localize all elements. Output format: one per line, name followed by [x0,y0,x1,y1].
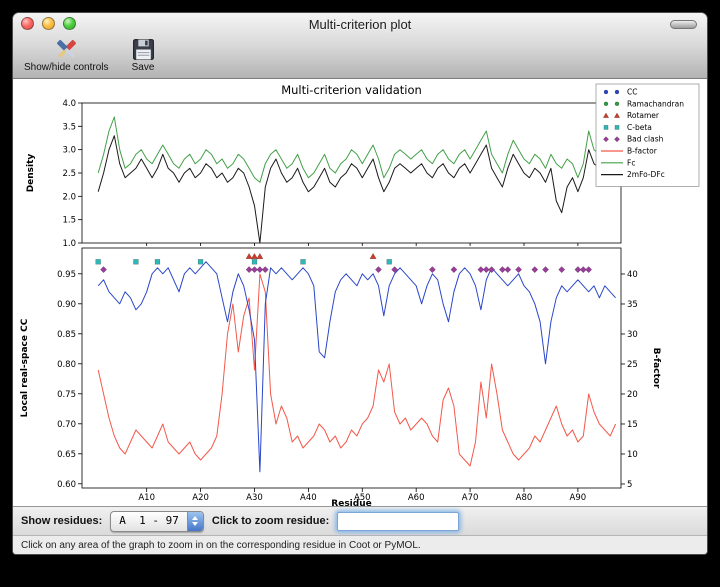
show-residues-label: Show residues: [21,515,103,527]
svg-text:0.85: 0.85 [57,330,76,340]
svg-text:2.5: 2.5 [62,169,76,179]
show-hide-controls-label: Show/hide controls [24,62,109,73]
window-chrome: Multi-criterion plot Sh [13,13,707,79]
svg-text:10: 10 [627,450,638,460]
svg-text:0.70: 0.70 [57,420,76,430]
svg-text:2.0: 2.0 [62,192,76,202]
traffic-lights [21,17,76,30]
svg-text:0.80: 0.80 [57,360,76,370]
select-stepper-icon[interactable] [186,511,203,531]
close-button[interactable] [21,17,34,30]
svg-text:A80: A80 [516,493,533,503]
svg-text:Multi-criterion validation: Multi-criterion validation [281,83,422,97]
tools-icon [56,39,76,58]
svg-text:A50: A50 [354,493,371,503]
multi-criterion-plot-window: Multi-criterion plot Sh [12,12,708,555]
window-title: Multi-criterion plot [308,16,412,32]
toolbar: Show/hide controls Save [13,35,707,78]
svg-text:1.5: 1.5 [62,216,76,226]
svg-text:Bad clash: Bad clash [627,135,664,144]
minimize-button[interactable] [42,17,55,30]
svg-text:B-factor: B-factor [651,348,661,389]
svg-text:0.95: 0.95 [57,270,76,280]
svg-text:Residue: Residue [331,499,371,506]
svg-text:0.60: 0.60 [57,480,76,490]
save-label: Save [131,62,155,73]
svg-text:40: 40 [627,270,638,280]
save-button[interactable]: Save [128,36,159,74]
svg-text:2mFo-DFc: 2mFo-DFc [627,170,665,179]
svg-text:Ramachandran: Ramachandran [627,99,684,108]
svg-text:A70: A70 [462,493,479,503]
zoom-residue-input[interactable] [337,511,460,531]
zoom-window-button[interactable] [63,17,76,30]
show-hide-controls-button[interactable]: Show/hide controls [21,36,112,74]
svg-text:A90: A90 [570,493,587,503]
svg-text:35: 35 [627,300,638,310]
svg-text:Local real-space CC: Local real-space CC [20,318,30,417]
svg-text:4.0: 4.0 [62,99,76,109]
residue-range-value: A 1 - 97 [119,513,179,527]
toolbar-toggle-button[interactable] [670,20,697,29]
residue-range-select[interactable]: A 1 - 97 [110,510,204,532]
svg-text:20: 20 [627,390,638,400]
svg-text:A20: A20 [192,493,209,503]
svg-text:A30: A30 [246,493,263,503]
controls-bar: Show residues: A 1 - 97 Click to zoom re… [13,506,707,535]
svg-text:CC: CC [627,88,637,97]
status-text: Click on any area of the graph to zoom i… [21,540,421,551]
plot-area: Multi-criterion validation 1.0 1.5 2.0 2.5 3.… [13,79,707,506]
svg-text:15: 15 [627,420,638,430]
svg-text:3.0: 3.0 [62,146,76,156]
svg-text:30: 30 [627,330,638,340]
svg-text:Density: Density [26,154,36,193]
svg-text:A40: A40 [300,493,317,503]
svg-text:B-factor: B-factor [627,147,658,156]
svg-text:25: 25 [627,360,638,370]
svg-text:0.75: 0.75 [57,390,76,400]
svg-text:C-beta: C-beta [627,123,652,132]
svg-text:5: 5 [627,480,632,490]
svg-text:A10: A10 [138,493,155,503]
svg-text:0.90: 0.90 [57,300,76,310]
zoom-residue-label: Click to zoom residue: [211,515,330,527]
status-bar: Click on any area of the graph to zoom i… [13,535,707,554]
save-icon [132,39,154,60]
svg-text:3.5: 3.5 [62,122,76,132]
multi-criterion-validation-plot[interactable]: Multi-criterion validation 1.0 1.5 2.0 2.5 3.… [13,79,707,506]
svg-text:0.65: 0.65 [57,450,76,460]
titlebar: Multi-criterion plot [13,13,707,35]
svg-text:Rotamer: Rotamer [627,111,660,120]
svg-text:1.0: 1.0 [62,239,76,249]
svg-text:A60: A60 [408,493,425,503]
svg-text:Fc: Fc [627,158,635,167]
